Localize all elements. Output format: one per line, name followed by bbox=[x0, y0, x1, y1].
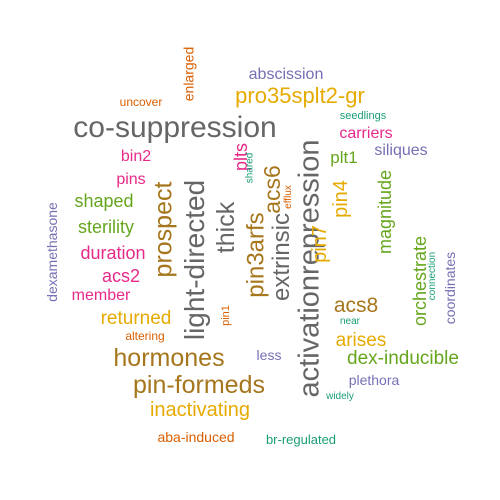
word-pin4: pin4 bbox=[330, 180, 352, 218]
word-less: less bbox=[256, 347, 282, 363]
word-extrinsic: extrinsic bbox=[268, 212, 295, 302]
word-near: near bbox=[339, 316, 360, 327]
word-co-suppression: co-suppression bbox=[73, 111, 277, 144]
word-member: member bbox=[71, 287, 131, 304]
word-hormones: hormones bbox=[113, 343, 225, 372]
word-pro35splt2-gr: pro35splt2-gr bbox=[235, 83, 365, 108]
word-returned: returned bbox=[100, 307, 172, 329]
word-abscission: abscission bbox=[248, 66, 324, 83]
word-duration: duration bbox=[80, 243, 146, 263]
word-uncover: uncover bbox=[119, 95, 163, 109]
word-carriers: carriers bbox=[339, 125, 393, 142]
word-acs8: acs8 bbox=[333, 293, 379, 317]
word-bin2: bin2 bbox=[120, 148, 152, 165]
word-magnitude: magnitude bbox=[375, 169, 395, 255]
word-plt1: plt1 bbox=[330, 147, 358, 167]
word-efflux: efflux bbox=[282, 185, 294, 209]
word-connection: connection bbox=[427, 251, 438, 301]
word-siliques: siliques bbox=[374, 142, 428, 159]
word-acs6: acs6 bbox=[258, 164, 285, 214]
word-shaped: shaped bbox=[74, 191, 134, 211]
word-pin1: pin1 bbox=[219, 304, 232, 326]
word-prospect: prospect bbox=[149, 181, 178, 277]
word-widely: widely bbox=[326, 391, 354, 402]
word-inactivating: inactivating bbox=[149, 399, 251, 421]
word-aba-induced: aba-induced bbox=[157, 429, 235, 445]
word-plethora: plethora bbox=[348, 372, 400, 388]
word-enlarged: enlarged bbox=[180, 46, 196, 102]
word-dex-inducible: dex-inducible bbox=[347, 347, 459, 369]
word-altering: altering bbox=[125, 329, 165, 343]
word-pin3arfs: pin3arfs bbox=[242, 212, 270, 298]
word-acs2: acs2 bbox=[101, 266, 141, 286]
word-light-directed: light-directed bbox=[179, 179, 210, 341]
word-seedlings: seedlings bbox=[339, 109, 387, 122]
word-pin7: pin7 bbox=[309, 225, 331, 263]
word-activationrepression: activationrepression bbox=[293, 139, 326, 397]
word-arises: arises bbox=[335, 329, 387, 351]
word-thick: thick bbox=[212, 201, 241, 253]
word-pin-formeds: pin-formeds bbox=[133, 370, 265, 399]
word-coordinates: coordinates bbox=[441, 251, 458, 325]
word-dexamethasone: dexamethasone bbox=[43, 202, 60, 302]
word-pins: pins bbox=[116, 171, 146, 188]
word-shared: shared bbox=[243, 152, 255, 184]
word-br-regulated: br-regulated bbox=[265, 431, 337, 447]
word-sterility: sterility bbox=[77, 217, 134, 237]
